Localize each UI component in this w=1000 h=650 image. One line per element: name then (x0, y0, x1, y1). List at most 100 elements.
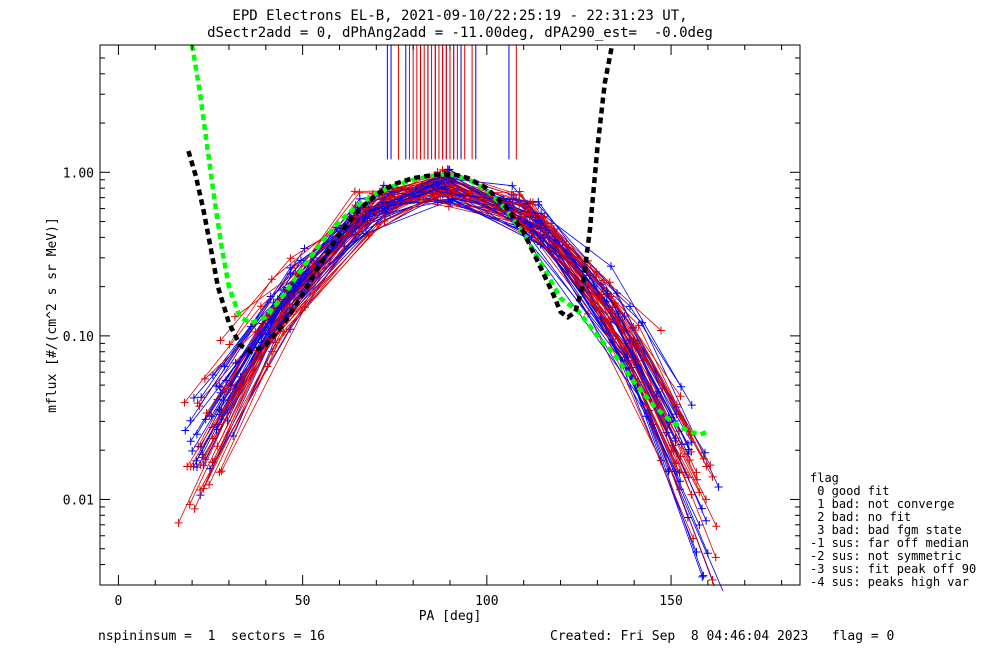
flux-point (286, 254, 295, 263)
flux-point (286, 325, 295, 334)
flux-point (431, 197, 440, 206)
flux-point (625, 302, 634, 311)
legend-title: flag (810, 471, 839, 485)
flux-point (693, 475, 702, 484)
flux-point (508, 181, 517, 190)
flux-point (603, 289, 612, 298)
flux-point (429, 186, 438, 195)
flux-point (515, 199, 524, 208)
legend-entry: 1 bad: not converge (810, 497, 955, 511)
flux-point (300, 244, 309, 253)
legend-entry: -1 sus: far off median (810, 536, 969, 550)
flux-point (590, 299, 599, 308)
flux-point (656, 326, 665, 335)
green-fit-curve (189, 44, 709, 437)
flux-point (596, 292, 605, 301)
flux-point (669, 447, 678, 456)
flux-point (201, 415, 210, 424)
flux-point (613, 289, 622, 298)
flux-point (699, 571, 708, 580)
flux-point (286, 269, 295, 278)
flux-point (632, 339, 641, 348)
peak-vertical-lines (386, 45, 517, 160)
flux-point (429, 190, 438, 199)
axes: 0 50 100 150 0.01 0.10 1.00 (63, 44, 800, 609)
flux-point (673, 467, 682, 476)
flux-point (509, 190, 518, 199)
flux-point (599, 276, 608, 285)
flux-point (215, 468, 224, 477)
flux-point (672, 400, 681, 409)
flux-point (186, 437, 195, 446)
flux-point (689, 534, 698, 543)
flux-point (251, 327, 260, 336)
flux-point (279, 327, 288, 336)
flux-point (267, 275, 276, 284)
flux-point (199, 453, 208, 462)
chart-title-line-2: dSectr2add = 0, dPhAng2add = -11.00deg, … (207, 25, 713, 41)
flux-point (216, 336, 225, 345)
flux-point (683, 439, 692, 448)
flux-trace (209, 192, 697, 553)
legend-entry: -4 sus: peaks high var (810, 575, 969, 589)
flux-point (527, 233, 536, 242)
flux-point (687, 401, 696, 410)
legend-entry: 0 good fit (810, 484, 890, 498)
flux-point (189, 393, 198, 402)
flux-point (665, 465, 674, 474)
flux-point (448, 185, 457, 194)
y-tick-label: 0.01 (63, 493, 94, 508)
flux-point (521, 208, 530, 217)
flux-point (380, 217, 389, 226)
flux-point (539, 233, 548, 242)
flux-point (220, 362, 229, 371)
chart-title-line-1: EPD Electrons EL-B, 2021-09-10/22:25:19 … (232, 8, 688, 24)
flux-point (687, 490, 696, 499)
flux-point (528, 198, 537, 207)
flux-point (180, 398, 189, 407)
flux-point (192, 456, 201, 465)
flux-point (620, 312, 629, 321)
flux-point (714, 483, 723, 492)
flux-point (523, 199, 532, 208)
flux-point (197, 393, 206, 402)
flux-point (196, 486, 205, 494)
flux-point (380, 204, 389, 213)
flux-point (202, 408, 211, 417)
footer-info: nspininsum = 1 sectors = 16 (98, 629, 325, 644)
flux-point (708, 472, 717, 481)
flux-point (524, 202, 533, 211)
flux-point (208, 423, 217, 432)
flux-point (388, 187, 397, 196)
flux-point (706, 461, 715, 470)
flux-point (208, 371, 217, 380)
flux-point (351, 230, 360, 239)
flux-point (695, 488, 704, 497)
flux-point (205, 480, 214, 489)
flux-point (220, 387, 229, 396)
x-axis-label: PA [deg] (419, 609, 482, 624)
flux-point (698, 504, 707, 513)
flux-trace (205, 186, 703, 577)
flux-point (373, 220, 382, 229)
flux-point (289, 287, 298, 296)
x-tick-label: 50 (295, 594, 311, 609)
flux-point (702, 495, 711, 504)
flux-trace (203, 168, 707, 500)
legend-entry: 2 bad: no fit (810, 510, 912, 524)
footer-created: Created: Fri Sep 8 04:46:04 2023 flag = … (550, 629, 895, 644)
flux-traces (174, 165, 724, 592)
flux-point (195, 402, 204, 411)
flux-point (355, 188, 364, 197)
legend-entry: -3 sus: fit peak off 90 (810, 562, 977, 576)
flux-point (183, 462, 192, 471)
flux-point (522, 224, 531, 233)
flux-point (290, 281, 299, 290)
flux-point (196, 460, 205, 469)
flux-point (188, 446, 197, 455)
flux-point (256, 302, 265, 311)
flux-point (670, 459, 679, 468)
fit-curves (186, 44, 709, 437)
flux-point (537, 212, 546, 221)
